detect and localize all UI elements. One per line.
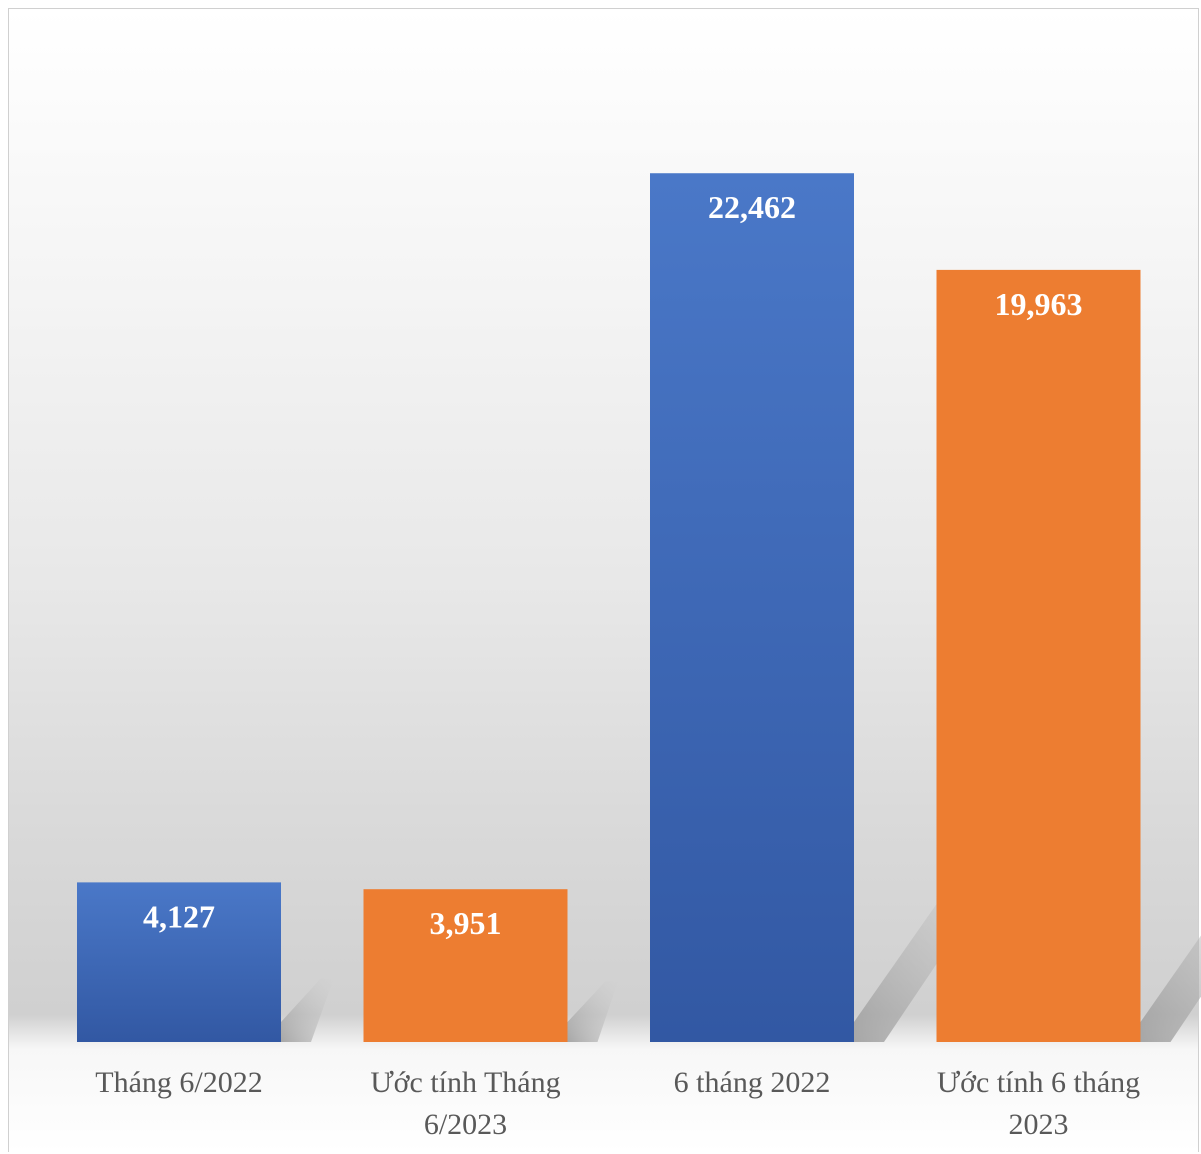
bar-value-label: 3,951 [430,905,502,941]
bar [77,882,281,1042]
bar-value-label: 19,963 [995,286,1083,322]
category-label: 6 tháng 2022 [674,1066,831,1099]
category-label: Ước tính Tháng 6/2023 [370,1066,560,1141]
category-label-line: Ước tính Tháng [370,1066,560,1099]
bar [650,173,854,1042]
bar-value-label: 4,127 [143,898,215,934]
category-label-line: 2023 [1009,1108,1069,1141]
bar-shadow [281,978,334,1042]
category-label-line: 6 tháng 2022 [674,1066,831,1099]
bar [936,269,1141,1042]
bar-shadow [1140,935,1201,1042]
category-label: Ước tính 6 tháng 2023 [937,1066,1140,1141]
category-label: Tháng 6/2022 [95,1066,262,1099]
bar [363,889,568,1042]
category-label-line: Ước tính 6 tháng [937,1066,1140,1099]
category-label-line: 6/2023 [424,1108,507,1141]
bar-value-label: 22,462 [708,189,796,225]
bar-shadow [567,981,618,1042]
category-label-line: Tháng 6/2022 [95,1066,262,1099]
